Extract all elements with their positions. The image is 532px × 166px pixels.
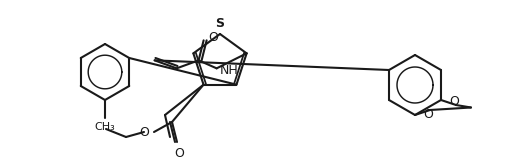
Text: O: O [174, 147, 184, 160]
Text: O: O [423, 108, 433, 121]
Text: O: O [139, 125, 149, 138]
Text: O: O [209, 31, 219, 44]
Text: CH₃: CH₃ [95, 122, 115, 132]
Text: S: S [215, 17, 225, 30]
Text: NH: NH [219, 64, 238, 77]
Text: O: O [449, 94, 459, 108]
